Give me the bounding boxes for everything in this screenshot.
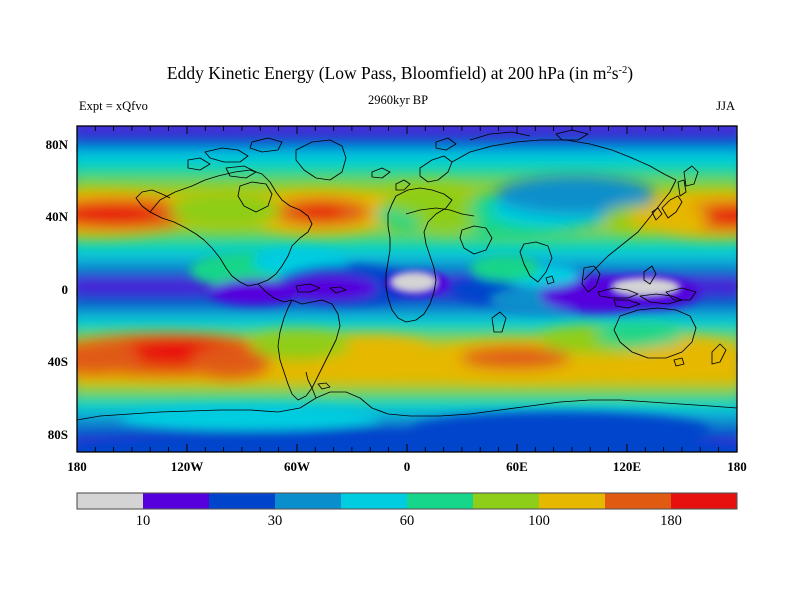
colorbar-band xyxy=(275,493,342,509)
y-tick-80s: 80S xyxy=(48,427,68,442)
y-tick-80n: 80N xyxy=(46,137,69,152)
period-label: 2960kyr BP xyxy=(368,93,428,107)
colorbar-tick-label: 180 xyxy=(660,513,682,529)
colorbar-band xyxy=(605,493,672,509)
x-tick-180w: 180 xyxy=(67,459,87,474)
contour-field xyxy=(77,126,737,452)
colorbar-band xyxy=(77,493,144,509)
y-tick-40n: 40N xyxy=(46,209,69,224)
season-label: JJA xyxy=(716,99,735,113)
colorbar-labels: 10 30 60 100 180 xyxy=(136,513,682,529)
x-tick-60w: 60W xyxy=(284,459,310,474)
x-tick-60e: 60E xyxy=(506,459,528,474)
x-tick-120w: 120W xyxy=(171,459,204,474)
x-tick-0: 0 xyxy=(404,459,411,474)
x-tick-180e: 180 xyxy=(727,459,747,474)
colorbar-tick-label: 60 xyxy=(400,513,415,529)
colorbar-band xyxy=(407,493,474,509)
colorbar-band xyxy=(341,493,408,509)
y-axis-labels: 80N 40N 0 40S 80S xyxy=(46,137,69,442)
colorbar-tick-label: 100 xyxy=(528,513,550,529)
experiment-label: Expt = xQfvo xyxy=(79,99,148,113)
figure-title: Eddy Kinetic Energy (Low Pass, Bloomfiel… xyxy=(167,63,633,83)
coastlines xyxy=(77,129,737,421)
colorbar-tick-label: 30 xyxy=(268,513,283,529)
colorbar-band xyxy=(209,493,276,509)
colorbar-frame xyxy=(76,492,738,510)
y-tick-0: 0 xyxy=(62,282,69,297)
colorbar-band xyxy=(143,493,210,509)
colorbar xyxy=(76,492,738,510)
colorbar-band xyxy=(671,493,738,509)
colorbar-tick-label: 10 xyxy=(136,513,151,529)
x-axis-labels: 180 120W 60W 0 60E 120E 180 xyxy=(67,459,747,474)
y-tick-40s: 40S xyxy=(48,354,68,369)
x-tick-120e: 120E xyxy=(613,459,641,474)
colorbar-band xyxy=(473,493,540,509)
axis-ticks xyxy=(76,126,738,452)
colorbar-band xyxy=(539,493,606,509)
